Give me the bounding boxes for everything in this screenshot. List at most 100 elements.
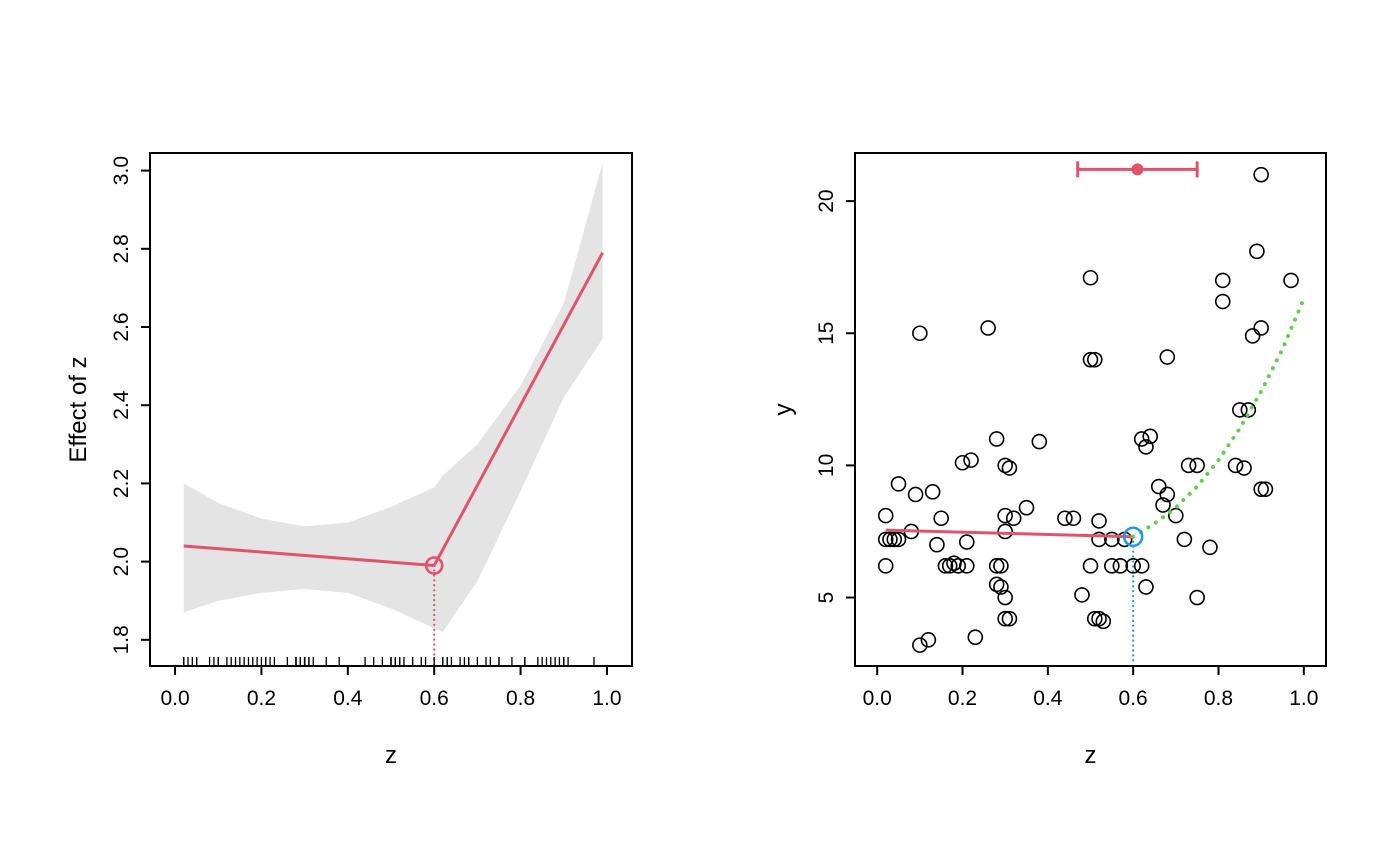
fit-above-threshold (1131, 296, 1306, 539)
data-point (997, 507, 1013, 524)
y-tick-label: 2.0 (110, 547, 133, 576)
data-point (1001, 610, 1018, 627)
data-point (1189, 589, 1205, 606)
data-point (993, 558, 1009, 574)
scatter-points (877, 166, 1299, 653)
left-effect-plot: 0.0 0.2 0.4 0.6 0.8 1.0 1.8 2.0 2.2 2.4 2.6 2.8 3.0 z… (65, 152, 633, 769)
data-point (1176, 531, 1193, 548)
plot-box (854, 152, 1327, 667)
data-point (1095, 613, 1112, 630)
data-point (954, 454, 971, 471)
data-point (1214, 293, 1231, 310)
x-tick-label: 0.0 (160, 687, 189, 710)
data-point (1232, 402, 1248, 418)
data-point (1001, 460, 1018, 476)
data-point (1249, 243, 1265, 260)
x-axis: 0.0 0.2 0.4 0.6 0.8 1.0 (863, 666, 1318, 710)
data-point (1104, 531, 1120, 548)
data-point (907, 486, 924, 503)
data-point (1133, 558, 1150, 574)
data-point (1138, 579, 1154, 595)
data-point (1125, 558, 1141, 574)
y-tick-label: 3.0 (110, 156, 133, 185)
data-point (877, 507, 894, 524)
data-point (1150, 478, 1167, 495)
y-tick-label: 2.6 (110, 312, 133, 341)
data-point (1155, 497, 1171, 513)
y-tick-label: 15 (815, 322, 838, 345)
data-point (890, 476, 907, 492)
x-tick-label: 0.8 (1204, 687, 1233, 710)
data-point (933, 510, 949, 527)
x-tick-label: 0.6 (420, 687, 449, 710)
y-axis-title: Effect of z (65, 356, 92, 462)
data-point (1202, 539, 1218, 556)
y-tick-label: 2.2 (110, 469, 133, 498)
data-point (877, 558, 894, 574)
data-point (997, 610, 1013, 627)
data-point (1159, 349, 1176, 365)
data-point (950, 558, 967, 574)
data-point (1168, 507, 1184, 524)
data-point (958, 558, 975, 574)
data-point (980, 320, 996, 336)
data-point (1257, 481, 1274, 497)
errorbar-center-point (1131, 163, 1144, 176)
threshold-ci-errorbar (1076, 161, 1199, 178)
y-axis: 5 10 15 20 (815, 189, 855, 603)
y-axis-title: y (770, 404, 797, 416)
x-tick-label: 1.0 (592, 687, 621, 710)
x-tick-label: 1.0 (1289, 687, 1318, 710)
data-point (1005, 510, 1022, 527)
breakpoint-marker (1122, 526, 1144, 548)
x-axis-title: z (385, 742, 397, 769)
confidence-band (183, 162, 603, 632)
data-point (912, 637, 928, 653)
plot-box (149, 152, 633, 667)
data-point (886, 531, 903, 548)
data-point (1091, 531, 1107, 548)
x-axis-title: z (1085, 742, 1097, 769)
data-point (1189, 457, 1205, 474)
data-point (988, 431, 1005, 447)
x-tick-label: 0.0 (863, 687, 892, 710)
fitted-effect-line (183, 251, 604, 568)
y-tick-label: 20 (815, 189, 838, 212)
data-point (958, 534, 975, 550)
data-point (1142, 428, 1159, 445)
x-tick-label: 0.4 (1033, 687, 1063, 710)
data-point (997, 457, 1013, 474)
data-point (912, 325, 928, 342)
data-point (1091, 513, 1107, 529)
data-point (1138, 439, 1154, 455)
data-point (997, 523, 1013, 540)
data-point (882, 531, 898, 548)
x-tick-label: 0.2 (948, 687, 977, 710)
right-scatter-plot: 0.0 0.2 0.4 0.6 0.8 1.0 5 10 15 20 z y (770, 152, 1327, 769)
data-point (929, 536, 945, 553)
x-tick-label: 0.8 (506, 687, 535, 710)
data-point (937, 558, 954, 574)
data-point (877, 531, 894, 548)
data-point (1065, 510, 1082, 527)
data-point (1112, 558, 1129, 574)
y-axis: 1.8 2.0 2.2 2.4 2.6 2.8 3.0 (110, 156, 150, 654)
data-point (1082, 558, 1099, 574)
data-point (967, 629, 984, 645)
data-point (924, 484, 941, 500)
y-tick-label: 1.8 (110, 625, 133, 654)
data-point (1214, 272, 1231, 289)
data-point (1180, 457, 1197, 474)
data-point (1018, 499, 1035, 516)
data-point (1253, 481, 1269, 497)
data-point (988, 558, 1005, 574)
data-point (1283, 272, 1299, 289)
data-point (1104, 558, 1120, 574)
data-point (1159, 486, 1176, 503)
data-point (920, 632, 937, 648)
data-point (1074, 587, 1090, 603)
data-point (1031, 433, 1048, 450)
data-point (1244, 328, 1261, 344)
